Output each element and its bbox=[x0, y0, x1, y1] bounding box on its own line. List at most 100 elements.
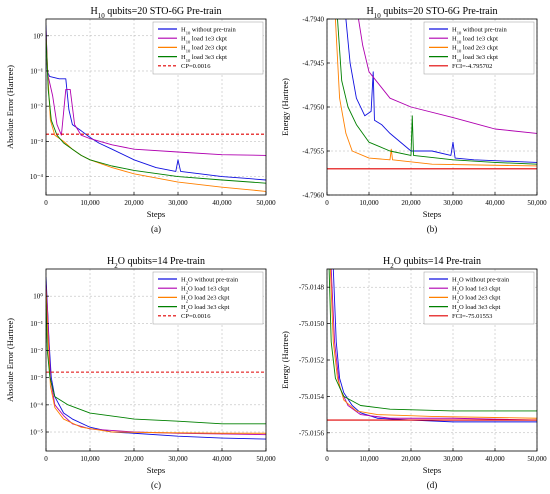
y-tick-label: 10⁰ bbox=[33, 32, 43, 40]
y-tick-label: 10⁻⁴ bbox=[30, 401, 44, 409]
x-tick-label: 40,000 bbox=[485, 455, 505, 463]
x-tick-label: 50,000 bbox=[256, 455, 276, 463]
x-tick-label: 20,000 bbox=[401, 455, 421, 463]
panel-c: 0 10,000 20,000 30,000 40,000 50,000 10⁻⁵ 10⁻⁴ 1… bbox=[5, 256, 276, 490]
subfigure-label: (b) bbox=[427, 224, 438, 234]
series-line-1 bbox=[46, 29, 266, 156]
chart-title: H2O qubits=14 Pre-train bbox=[107, 256, 205, 270]
x-axis-label: Steps bbox=[147, 209, 165, 219]
legend-entry: H2O load 1e3 ckpt bbox=[181, 286, 230, 295]
series-line-0 bbox=[332, 269, 537, 423]
legend-entry: FCI=-75.01553 bbox=[452, 313, 492, 320]
y-tick-label: 10⁻¹ bbox=[30, 67, 43, 75]
y-tick-label: 10⁻¹ bbox=[30, 320, 43, 328]
axes-frame bbox=[45, 268, 267, 452]
panel-b: 0 10,000 20,000 30,000 40,000 50,000 -4.7960 -4… bbox=[280, 6, 547, 234]
x-tick-label: 30,000 bbox=[168, 199, 188, 207]
y-tick-label: 10⁻² bbox=[30, 347, 43, 355]
legend-entry: H2O without pre-train bbox=[452, 276, 510, 285]
x-axis-label: Steps bbox=[423, 209, 441, 219]
chart-title: H10 qubits=20 STO-6G Pre-train bbox=[366, 6, 497, 20]
series-line-1 bbox=[330, 269, 537, 421]
y-tick-label: 10⁻⁴ bbox=[30, 173, 44, 181]
series-line-3 bbox=[46, 35, 266, 184]
y-tick-label: -4.7960 bbox=[302, 192, 324, 200]
legend-entry: H10 load 1e3 ckpt bbox=[452, 36, 498, 45]
legend-entry: H10 load 1e3 ckpt bbox=[181, 36, 227, 45]
x-tick-label: 20,000 bbox=[124, 199, 144, 207]
x-axis-label: Steps bbox=[147, 465, 165, 475]
series-line-2 bbox=[334, 19, 537, 167]
subfigure-label: (d) bbox=[427, 480, 438, 490]
x-tick-label: 40,000 bbox=[212, 455, 232, 463]
x-axis-label: Steps bbox=[423, 465, 441, 475]
panel-d: 0 10,000 20,000 30,000 40,000 50,000 -75.0156 -… bbox=[280, 256, 547, 490]
y-tick-label: -75.0148 bbox=[299, 284, 325, 292]
series-line-3 bbox=[46, 298, 266, 425]
x-tick-label: 50,000 bbox=[256, 199, 276, 207]
x-tick-label: 20,000 bbox=[401, 199, 421, 207]
subfigure-label: (c) bbox=[151, 480, 161, 490]
x-tick-label: 30,000 bbox=[443, 199, 463, 207]
y-tick-label: -75.0156 bbox=[299, 429, 325, 437]
series-line-0 bbox=[345, 19, 537, 163]
legend-entry: H10 without pre-train bbox=[452, 26, 507, 35]
y-tick-label: -4.7940 bbox=[302, 16, 324, 24]
legend-entry: CP=0.0016 bbox=[181, 313, 211, 320]
y-axis-label: Absolute Error (Hartree) bbox=[5, 318, 15, 402]
y-tick-label: 10⁰ bbox=[33, 293, 43, 301]
series-line-0 bbox=[46, 25, 266, 181]
legend-entry: H10 without pre-train bbox=[181, 26, 236, 35]
y-tick-label: -4.7945 bbox=[302, 60, 324, 68]
legend-entry: H10 load 2e3 ckpt bbox=[452, 45, 498, 54]
y-tick-label: -75.0154 bbox=[299, 393, 325, 401]
x-tick-label: 50,000 bbox=[527, 199, 547, 207]
x-tick-label: 40,000 bbox=[485, 199, 505, 207]
legend-entry: H10 load 3e3 ckpt bbox=[181, 54, 227, 63]
legend-entry: H2O load 3e3 ckpt bbox=[452, 304, 501, 313]
x-tick-label: 10,000 bbox=[80, 455, 100, 463]
x-tick-label: 10,000 bbox=[80, 199, 100, 207]
subfigure-label: (a) bbox=[151, 224, 161, 234]
y-tick-label: -4.7950 bbox=[302, 104, 324, 112]
y-tick-label: -75.0152 bbox=[299, 357, 325, 365]
x-tick-label: 10,000 bbox=[359, 199, 379, 207]
x-tick-label: 0 bbox=[44, 199, 48, 207]
legend-entry: H2O load 2e3 ckpt bbox=[452, 295, 501, 304]
y-axis-label: Energy (Hartree) bbox=[280, 331, 290, 389]
x-tick-label: 0 bbox=[44, 455, 48, 463]
x-tick-label: 30,000 bbox=[443, 455, 463, 463]
axes-frame bbox=[45, 18, 267, 196]
y-tick-label: 10⁻⁵ bbox=[30, 429, 44, 437]
y-tick-label: 10⁻³ bbox=[30, 138, 43, 146]
y-tick-label: -75.0150 bbox=[299, 320, 325, 328]
x-tick-label: 0 bbox=[325, 455, 329, 463]
y-axis-label: Absolute Error (Hartree) bbox=[5, 65, 15, 149]
legend-entry: H10 load 3e3 ckpt bbox=[452, 54, 498, 63]
series-line-2 bbox=[46, 287, 266, 434]
legend-entry: H2O load 3e3 ckpt bbox=[181, 304, 230, 313]
y-tick-label: -4.7955 bbox=[302, 148, 324, 156]
series-line-1 bbox=[46, 283, 266, 436]
y-axis-label: Energy (Hartree) bbox=[280, 78, 290, 136]
x-tick-label: 30,000 bbox=[168, 455, 188, 463]
legend-entry: FCI=-4.795702 bbox=[452, 63, 492, 70]
x-tick-label: 20,000 bbox=[124, 455, 144, 463]
y-tick-label: 10⁻³ bbox=[30, 374, 43, 382]
series-line-3 bbox=[328, 269, 537, 412]
chart-title: H10 qubits=20 STO-6G Pre-train bbox=[90, 6, 221, 20]
series-line-2 bbox=[329, 269, 537, 419]
legend-entry: CP=0.0016 bbox=[181, 63, 211, 70]
x-tick-label: 50,000 bbox=[527, 455, 547, 463]
series-line-1 bbox=[358, 19, 537, 134]
legend-entry: H10 load 2e3 ckpt bbox=[181, 45, 227, 54]
y-tick-label: 10⁻² bbox=[30, 103, 43, 111]
chart-title: H2O qubits=14 Pre-train bbox=[383, 256, 481, 270]
x-tick-label: 0 bbox=[325, 199, 329, 207]
series-line-3 bbox=[337, 19, 537, 165]
legend-entry: H2O load 1e3 ckpt bbox=[452, 286, 501, 295]
x-tick-label: 40,000 bbox=[212, 199, 232, 207]
legend-entry: H2O load 2e3 ckpt bbox=[181, 295, 230, 304]
x-tick-label: 10,000 bbox=[359, 455, 379, 463]
